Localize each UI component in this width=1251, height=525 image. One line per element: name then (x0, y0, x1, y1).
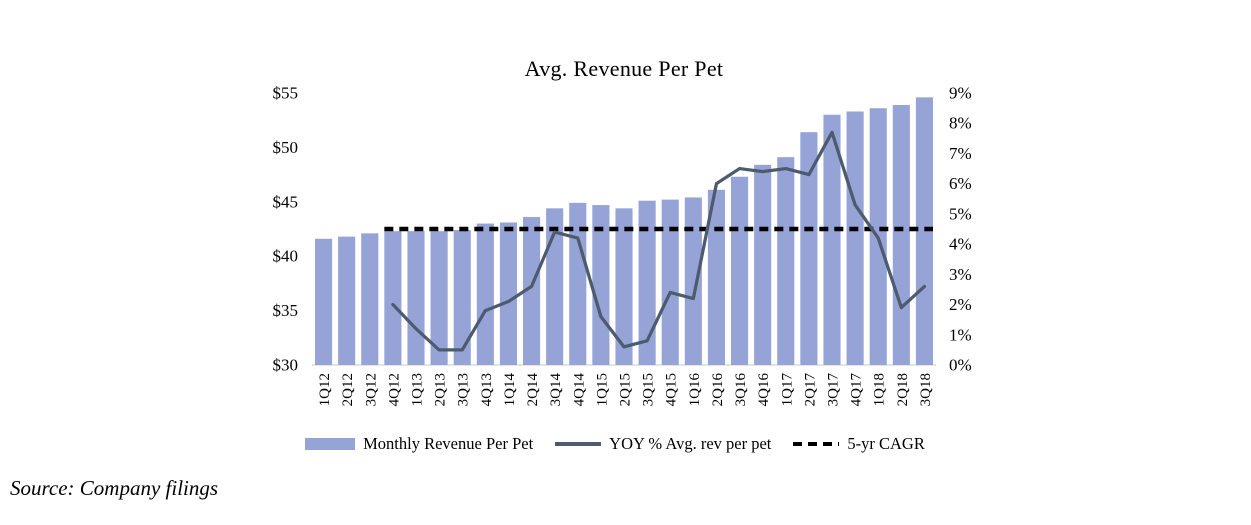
x-axis-tick-label: 1Q17 (779, 373, 795, 407)
revenue-bar (592, 205, 610, 365)
x-axis-tick-label: 3Q15 (641, 373, 657, 406)
right-axis-tick-label: 9% (949, 84, 972, 103)
right-axis-tick-label: 8% (949, 114, 972, 133)
x-axis-tick-label: 2Q17 (802, 373, 818, 407)
revenue-bar (315, 238, 333, 365)
revenue-bar (707, 189, 725, 365)
x-axis-tick-label: 2Q13 (433, 373, 449, 406)
legend-line-swatch-icon (555, 442, 602, 446)
chart-title: Avg. Revenue Per Pet (524, 56, 724, 81)
x-axis-tick-label: 3Q14 (548, 373, 564, 407)
right-axis-tick-label: 7% (949, 144, 972, 163)
revenue-bar (777, 157, 795, 365)
x-axis-tick-label: 3Q17 (826, 373, 842, 407)
revenue-bar (731, 176, 749, 365)
x-axis-tick-label: 1Q14 (502, 373, 518, 407)
revenue-bar (684, 197, 702, 365)
left-axis-tick-label: $55 (273, 84, 299, 103)
left-axis-tick-label: $35 (273, 301, 299, 320)
left-axis-tick-label: $40 (273, 247, 299, 266)
x-axis-tick-label: 4Q12 (386, 373, 402, 406)
x-axis-tick-label: 3Q16 (733, 373, 749, 407)
revenue-bar (523, 217, 541, 365)
x-axis-tick-label: 1Q18 (872, 373, 888, 406)
revenue-bar (754, 164, 772, 365)
x-axis-tick-label: 3Q12 (363, 373, 379, 406)
x-axis-tick-label: 4Q13 (479, 373, 495, 406)
revenue-bar (476, 223, 494, 365)
revenue-bar (638, 200, 656, 365)
right-axis-tick-label: 6% (949, 174, 972, 193)
yoy-line (391, 130, 927, 352)
x-axis-tick-label: 2Q12 (340, 373, 356, 406)
left-axis-tick-label: $50 (273, 138, 299, 157)
revenue-bar (823, 114, 841, 365)
right-axis-tick-label: 0% (949, 356, 972, 375)
legend-item-monthly-revenue: Monthly Revenue Per Pet (305, 434, 533, 454)
x-axis-tick-label: 2Q14 (525, 373, 541, 407)
source-note: Source: Company filings (10, 476, 219, 500)
revenue-bar (546, 208, 564, 365)
revenue-bar (499, 222, 517, 365)
right-axis-tick-label: 2% (949, 295, 972, 314)
legend-dash-swatch-icon (793, 441, 840, 447)
revenue-bar (846, 111, 864, 365)
right-axis-tick-label: 3% (949, 265, 972, 284)
legend-label-yoy: YOY % Avg. rev per pet (609, 434, 772, 453)
right-axis-tick-label: 1% (949, 325, 972, 344)
revenue-bar (615, 208, 633, 365)
legend-bar-swatch-icon (305, 438, 356, 450)
revenue-bar (800, 132, 818, 365)
revenue-bar (453, 230, 471, 365)
x-axis-tick-label: 1Q16 (687, 373, 703, 407)
revenue-bar (569, 202, 587, 365)
x-axis-tick-label: 4Q17 (849, 373, 865, 407)
x-axis-tick-label: 3Q18 (918, 373, 934, 406)
revenue-bar (384, 231, 402, 365)
x-axis-tick-label: 1Q13 (410, 373, 426, 406)
revenue-bar (430, 231, 448, 365)
x-axis-tick-label: 3Q13 (456, 373, 472, 406)
right-axis-tick-label: 4% (949, 235, 972, 254)
revenue-bar (361, 233, 379, 365)
x-axis-tick-label: 4Q15 (664, 373, 680, 406)
legend-label-monthly-revenue: Monthly Revenue Per Pet (363, 434, 534, 453)
revenue-bar (338, 236, 356, 365)
legend-item-cagr: 5-yr CAGR (793, 434, 925, 454)
x-axis-tick-label: 1Q15 (594, 373, 610, 406)
legend-item-yoy: YOY % Avg. rev per pet (555, 434, 771, 454)
x-axis-tick-label: 2Q16 (710, 373, 726, 407)
legend-label-cagr: 5-yr CAGR (847, 434, 925, 453)
revenue-bar (407, 231, 425, 365)
x-axis-tick-label: 2Q18 (895, 373, 911, 406)
revenue-bar (892, 104, 910, 365)
chart-legend: Monthly Revenue Per Pet YOY % Avg. rev p… (270, 434, 960, 454)
x-axis-tick-label: 1Q12 (317, 373, 333, 406)
x-axis-tick-label: 4Q14 (571, 373, 587, 407)
left-axis-tick-label: $30 (273, 356, 299, 375)
right-axis-tick-label: 5% (949, 204, 972, 223)
x-axis-tick-label: 2Q15 (618, 373, 634, 406)
x-axis-tick-label: 4Q16 (756, 373, 772, 407)
revenue-bar (661, 199, 679, 365)
left-axis-tick-label: $45 (273, 192, 299, 211)
